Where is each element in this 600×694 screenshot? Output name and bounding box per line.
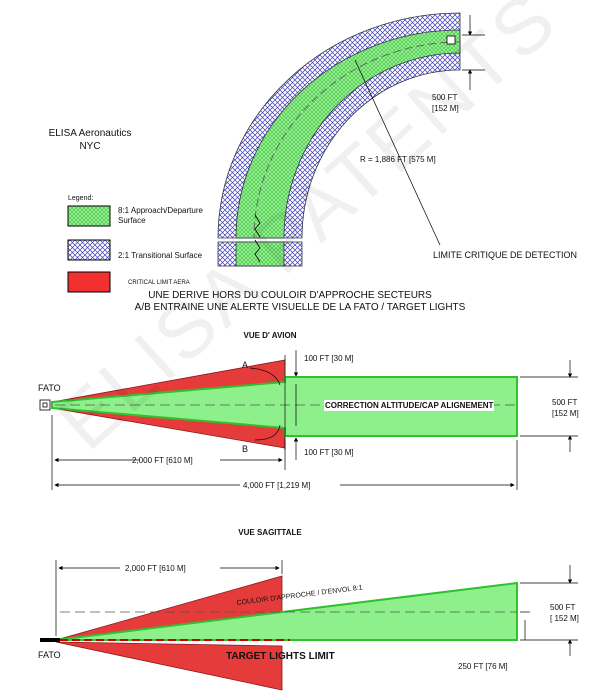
view-title: VUE D' AVION xyxy=(243,331,297,340)
fato-label: FATO xyxy=(38,383,61,393)
sector-label: A xyxy=(242,360,249,370)
distance-label: 4,000 FT [1,219 M] xyxy=(243,481,311,490)
legend-title: Legend: xyxy=(68,195,94,202)
curved-corridor xyxy=(217,12,461,267)
sagittal-view xyxy=(40,575,518,691)
legend-swatch-green xyxy=(67,205,111,227)
caption: A/B ENTRAINE UNE ALERTE VISUELLE DE LA F… xyxy=(134,302,466,313)
target-limit: TARGET LIGHTS LIMIT xyxy=(226,651,335,662)
sector-label: B xyxy=(242,444,249,454)
view-title: VUE SAGITTALE xyxy=(238,528,302,537)
fato-label: FATO xyxy=(38,650,61,660)
width-label: 500 FT xyxy=(432,93,458,102)
legend-swatch-red xyxy=(67,271,111,293)
legend-item: 2:1 Transitional Surface xyxy=(118,251,203,260)
width-label: [152 M] xyxy=(552,409,579,418)
width-label: [152 M] xyxy=(432,104,459,113)
distance-label: 2,000 FT [610 M] xyxy=(125,564,186,573)
legend-swatch-blue xyxy=(67,239,111,261)
location: NYC xyxy=(79,141,101,152)
legend-item: 8:1 Approach/Departure Surface xyxy=(118,206,203,225)
limit-label: LIMITE CRITIQUE DE DETECTION xyxy=(433,250,578,260)
offset-label: 100 FT [30 M] xyxy=(304,354,354,363)
height-label: 250 FT [76 M] xyxy=(458,662,508,671)
top-dimensions xyxy=(354,15,485,246)
height-label: [ 152 M] xyxy=(550,614,579,623)
plan-view xyxy=(39,355,518,450)
center-label: CORRECTION ALTITUDE/CAP ALIGNEMENT xyxy=(324,400,495,411)
sagittal-dimensions xyxy=(55,560,578,656)
caption: UNE DERIVE HORS DU COULOIR D'APPROCHE SE… xyxy=(148,290,432,301)
distance-label: 2,000 FT [610 M] xyxy=(132,456,193,465)
plan-dimensions xyxy=(51,350,578,490)
radius-label: R = 1,886 FT [575 M] xyxy=(360,155,436,164)
legend-item: CRITICAL LIMIT AERA xyxy=(128,280,190,286)
offset-label: 100 FT [30 M] xyxy=(304,448,354,457)
width-label: 500 FT xyxy=(552,398,578,407)
height-label: 500 FT xyxy=(550,603,576,612)
company: ELISA Aeronautics xyxy=(48,128,132,139)
